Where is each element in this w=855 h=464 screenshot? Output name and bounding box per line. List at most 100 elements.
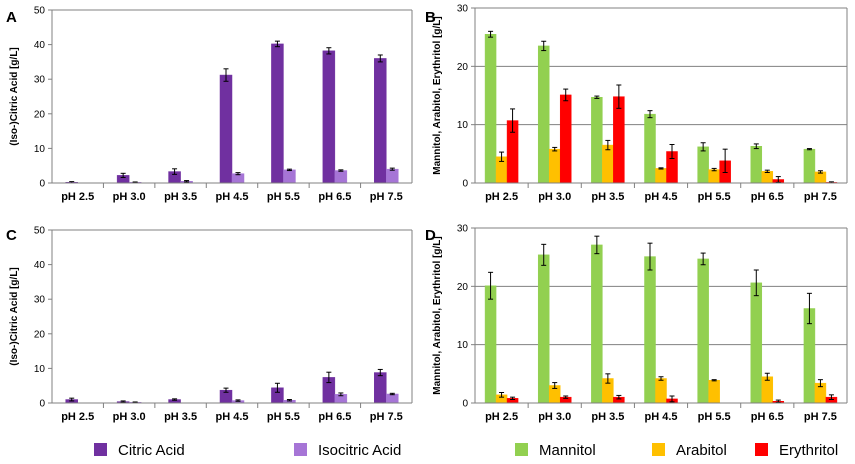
bar-arabitol — [708, 380, 720, 404]
y-tick-label: 10 — [457, 340, 469, 351]
x-tick-label: pH 7.5 — [804, 411, 837, 423]
bar-mannitol — [644, 256, 656, 404]
legend-swatch-citric-acid — [94, 443, 107, 456]
y-tick-label: 20 — [34, 109, 46, 120]
bar-arabitol — [548, 148, 561, 184]
legend: Citric Acid Isocitric Acid Mannitol Arabito… — [94, 442, 838, 459]
x-tick-label: pH 4.5 — [215, 411, 248, 423]
x-tick-label: pH 3.0 — [538, 191, 571, 203]
y-axis-title: (Iso-)Citric Acid [g/L] — [9, 47, 20, 146]
bar-erythritol — [613, 96, 625, 184]
y-tick-label: 0 — [39, 179, 45, 190]
y-tick-label: 50 — [34, 6, 46, 17]
bar-arabitol — [708, 169, 720, 184]
legend-swatch-arabitol — [652, 443, 665, 456]
panel-c: C 0 10 20 30 40 50 (Iso-)Citric Acid [g/L] pH 2.… — [6, 226, 413, 423]
bar-citric-acid — [271, 43, 284, 184]
x-tick-label: pH 3.5 — [164, 191, 197, 203]
bar-citric-acid — [322, 50, 336, 184]
x-tick-label: pH 2.5 — [485, 411, 518, 423]
x-tick-label: pH 4.5 — [215, 191, 248, 203]
y-tick-label: 10 — [457, 120, 469, 131]
bar-arabitol — [655, 378, 667, 404]
bar-arabitol — [602, 144, 614, 184]
y-tick-label: 50 — [34, 226, 46, 237]
y-tick-label: 40 — [34, 260, 46, 271]
panel-b: B 0 10 20 30 Mannitol, Arabitol, Erythritol [… — [425, 4, 848, 203]
x-tick-label: pH 7.5 — [370, 191, 403, 203]
bar-mannitol — [591, 244, 603, 404]
bar-isocitric-acid — [386, 393, 399, 404]
bar-citric-acid — [374, 372, 387, 404]
legend-label-citric-acid: Citric Acid — [118, 442, 185, 459]
x-tick-label: pH 4.5 — [644, 191, 677, 203]
x-tick-label: pH 3.5 — [164, 411, 197, 423]
x-tick-label: pH 7.5 — [804, 191, 837, 203]
panel-d: D 0 10 20 30 Mannitol, Arabitol, Erythritol [… — [425, 224, 848, 423]
x-tick-label: pH 7.5 — [370, 411, 403, 423]
y-tick-label: 20 — [457, 282, 469, 293]
bar-erythritol — [559, 94, 572, 184]
legend-swatch-erythritol — [755, 443, 768, 456]
y-axis-title: Mannitol, Arabitol, Erythritol [g/L] — [432, 236, 443, 395]
x-tick-label: pH 2.5 — [61, 191, 94, 203]
bar-mannitol — [644, 113, 656, 184]
bar-mannitol — [537, 45, 550, 184]
x-tick-label: pH 4.5 — [644, 411, 677, 423]
x-tick-label: pH 6.5 — [318, 411, 351, 423]
bar-isocitric-acid — [334, 170, 348, 184]
x-tick-label: pH 2.5 — [61, 411, 94, 423]
panel-a: A 0 10 20 30 40 50 (Iso-)Citric Acid [g/L] pH 2.… — [6, 6, 413, 203]
x-tick-label: pH 3.5 — [591, 191, 624, 203]
x-tick-label: pH 6.5 — [318, 191, 351, 203]
x-tick-label: pH 3.0 — [113, 411, 146, 423]
panel-a-label: A — [6, 9, 17, 26]
y-tick-label: 30 — [457, 4, 469, 15]
x-tick-label: pH 3.0 — [113, 191, 146, 203]
x-tick-label: pH 5.5 — [698, 411, 731, 423]
y-tick-label: 0 — [462, 179, 468, 190]
x-tick-label: pH 5.5 — [267, 411, 300, 423]
y-tick-label: 30 — [457, 224, 469, 235]
y-tick-label: 10 — [34, 364, 46, 375]
bar-mannitol — [803, 148, 816, 184]
y-tick-label: 20 — [457, 62, 469, 73]
y-tick-label: 0 — [39, 399, 45, 410]
panel-d-label: D — [425, 227, 436, 244]
bar-mannitol — [750, 282, 763, 404]
bar-mannitol — [537, 254, 550, 404]
bar-citric-acid — [219, 74, 233, 184]
legend-swatch-mannitol — [515, 443, 528, 456]
bar-mannitol — [591, 97, 603, 184]
legend-label-mannitol: Mannitol — [539, 442, 596, 459]
y-tick-label: 10 — [34, 144, 46, 155]
x-tick-label: pH 5.5 — [267, 191, 300, 203]
bar-mannitol — [697, 258, 709, 404]
legend-label-erythritol: Erythritol — [779, 442, 838, 459]
y-tick-label: 40 — [34, 40, 46, 51]
panel-b-label: B — [425, 9, 436, 26]
bar-isocitric-acid — [283, 169, 296, 184]
y-axis-title: (Iso-)Citric Acid [g/L] — [9, 267, 20, 366]
panel-c-label: C — [6, 227, 17, 244]
legend-label-arabitol: Arabitol — [676, 442, 727, 459]
bar-arabitol — [655, 168, 667, 184]
y-tick-label: 20 — [34, 329, 46, 340]
bar-mannitol — [484, 34, 497, 184]
bar-arabitol — [761, 171, 774, 184]
y-tick-label: 30 — [34, 295, 46, 306]
bar-isocitric-acid — [386, 168, 399, 184]
bar-mannitol — [484, 285, 497, 404]
bar-mannitol — [750, 146, 763, 184]
x-tick-label: pH 3.0 — [538, 411, 571, 423]
y-tick-label: 30 — [34, 75, 46, 86]
y-tick-label: 0 — [462, 399, 468, 410]
x-tick-label: pH 3.5 — [591, 411, 624, 423]
x-tick-label: pH 6.5 — [751, 191, 784, 203]
legend-swatch-isocitric-acid — [294, 443, 307, 456]
x-tick-label: pH 2.5 — [485, 191, 518, 203]
bar-citric-acid — [374, 58, 387, 184]
x-tick-label: pH 6.5 — [751, 411, 784, 423]
y-axis-title: Mannitol, Arabitol, Erythritol [g/L] — [432, 16, 443, 175]
